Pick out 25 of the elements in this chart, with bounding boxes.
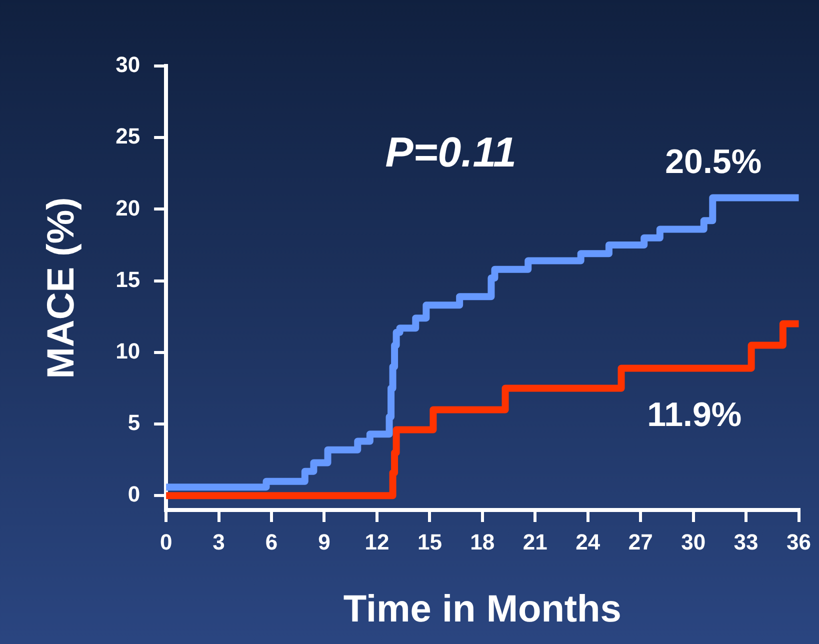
x-axis-title: Time in Months <box>343 588 622 631</box>
y-tick-label: 0 <box>128 482 140 507</box>
x-tick-label: 0 <box>160 529 172 554</box>
x-tick-label: 6 <box>265 529 278 554</box>
x-tick-label: 9 <box>318 529 330 554</box>
y-tick-label: 5 <box>128 410 140 436</box>
x-tick-label: 27 <box>628 529 653 554</box>
x-tick-label: 36 <box>786 529 812 554</box>
y-tick-label: 20 <box>116 195 140 220</box>
x-tick-label: 12 <box>364 529 390 554</box>
y-tick-label: 10 <box>116 338 140 364</box>
y-tick-label: 30 <box>116 52 140 78</box>
x-tick-label: 18 <box>470 529 495 554</box>
x-tick-label: 3 <box>212 529 225 554</box>
x-tick-label: 24 <box>576 529 601 554</box>
y-tick-label: 25 <box>116 124 140 149</box>
annotation: P=0.11 <box>385 128 516 176</box>
x-tick-label: 21 <box>522 529 548 554</box>
x-tick-label: 30 <box>681 529 706 554</box>
annotation: 11.9% <box>647 396 742 434</box>
annotation: 20.5% <box>665 143 762 182</box>
x-tick-label: 15 <box>417 529 442 554</box>
y-tick-label: 15 <box>116 266 140 292</box>
x-tick-label: 33 <box>734 529 758 554</box>
y-axis-title: MACE (%) <box>40 197 82 379</box>
